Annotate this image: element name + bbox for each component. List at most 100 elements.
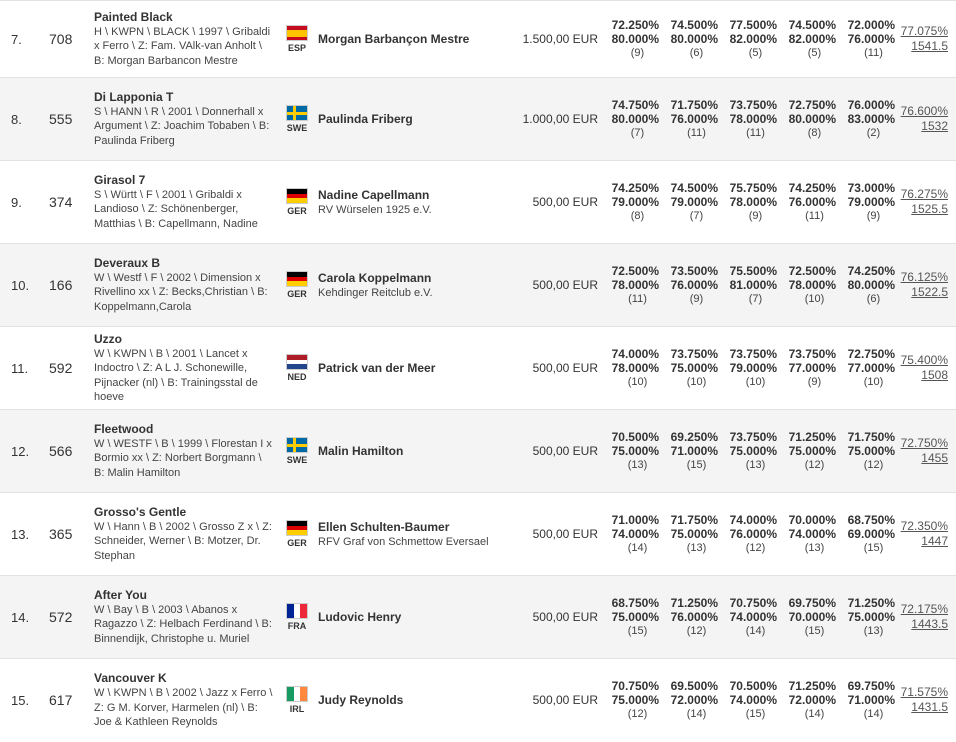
- flag-ireland: [286, 686, 308, 703]
- judge-score: 69.250% 71.000% (15): [659, 410, 718, 493]
- judge-placing: (6): [866, 293, 881, 305]
- score-percent: 70.500%: [611, 430, 659, 444]
- total-cell[interactable]: 76.275% 1525.5: [895, 161, 956, 244]
- total-cell[interactable]: 76.125% 1522.5: [895, 244, 956, 327]
- total-cell[interactable]: 72.175% 1443.5: [895, 576, 956, 659]
- total-cell[interactable]: 71.575% 1431.5: [895, 659, 956, 742]
- score-percent: 71.000%: [611, 513, 659, 527]
- horse-cell: Grosso's Gentle W \ Hann \ B \ 2002 \ Gro…: [91, 493, 278, 576]
- judge-placing: (9): [630, 47, 645, 59]
- horse-name: Grosso's Gentle: [94, 504, 187, 519]
- judge-placing: (13): [745, 459, 766, 471]
- score-percent-2: 71.000%: [847, 693, 895, 708]
- judge-placing: (14): [627, 542, 648, 554]
- total-percent-link[interactable]: 71.575%: [900, 685, 948, 700]
- table-row: 14. 572 After You W \ Bay \ B \ 2003 \ Aban…: [0, 575, 956, 659]
- judge-score: 74.750% 80.000% (7): [600, 78, 659, 161]
- horse-details: W \ WESTF \ B \ 1999 \ Florestan I x Bor…: [94, 437, 272, 479]
- total-points-link[interactable]: 1443.5: [911, 617, 948, 631]
- nation-cell: FRA: [278, 576, 316, 659]
- judge-score: 73.750% 75.000% (10): [659, 327, 718, 410]
- start-number: 566: [49, 443, 73, 459]
- rank: 11.: [11, 360, 29, 376]
- judge-placing: (9): [748, 210, 763, 222]
- score-percent: 74.250%: [611, 181, 659, 195]
- judge-score: 69.500% 72.000% (14): [659, 659, 718, 742]
- judge-placing: (11): [746, 127, 765, 139]
- judge-placing: (10): [804, 293, 825, 305]
- score-percent: 71.250%: [788, 679, 836, 694]
- nation-cell: IRL: [278, 659, 316, 742]
- total-percent-link[interactable]: 75.400%: [900, 353, 948, 367]
- total-percent-link[interactable]: 76.275%: [900, 187, 948, 201]
- rank: 7.: [11, 31, 22, 47]
- score-percent-2: 82.000%: [729, 32, 777, 46]
- flag-spain: [286, 25, 308, 41]
- score-percent-2: 76.000%: [788, 195, 836, 209]
- horse-name: Di Lapponia T: [94, 89, 174, 104]
- total-points-link[interactable]: 1447: [921, 534, 948, 548]
- total-percent-link[interactable]: 72.175%: [900, 602, 948, 616]
- rider-cell: Judy Reynolds: [316, 659, 506, 742]
- judge-placing: (15): [863, 542, 884, 554]
- total-points-link[interactable]: 1522.5: [911, 285, 948, 299]
- country-code: NED: [287, 372, 307, 382]
- rider-name: Judy Reynolds: [318, 693, 404, 708]
- total-points-link[interactable]: 1541.5: [911, 39, 948, 53]
- score-percent: 73.500%: [670, 264, 718, 278]
- score-percent-2: 80.000%: [611, 112, 659, 126]
- country-code: IRL: [289, 704, 305, 715]
- score-percent: 74.500%: [788, 18, 836, 32]
- judge-score: 72.500% 78.000% (11): [600, 244, 659, 327]
- horse-name: Deveraux B: [94, 255, 161, 270]
- total-cell[interactable]: 75.400% 1508: [895, 327, 956, 410]
- judge-placing: (11): [864, 47, 883, 59]
- total-percent-link[interactable]: 76.125%: [900, 270, 948, 284]
- judge-score: 73.750% 77.000% (9): [777, 327, 836, 410]
- total-percent-link[interactable]: 72.350%: [900, 519, 948, 533]
- total-percent-link[interactable]: 76.600%: [900, 104, 948, 118]
- judge-placing: (11): [628, 293, 647, 305]
- table-row: 11. 592 Uzzo W \ KWPN \ B \ 2001 \ Lancet x…: [0, 326, 956, 410]
- total-points-link[interactable]: 1431.5: [911, 700, 948, 715]
- prize-money: 500,00 EUR: [532, 693, 598, 708]
- score-percent-2: 75.000%: [670, 361, 718, 375]
- score-percent: 73.750%: [670, 347, 718, 361]
- nation-cell: SWE: [278, 410, 316, 493]
- judge-placing: (14): [804, 708, 825, 721]
- rank: 12.: [11, 443, 30, 459]
- total-cell[interactable]: 77.075% 1541.5: [895, 1, 956, 78]
- judge-score: 68.750% 69.000% (15): [836, 493, 895, 576]
- nation-cell: GER: [278, 161, 316, 244]
- judge-score: 73.750% 79.000% (10): [718, 327, 777, 410]
- total-cell[interactable]: 72.350% 1447: [895, 493, 956, 576]
- total-cell[interactable]: 76.600% 1532: [895, 78, 956, 161]
- total-cell[interactable]: 72.750% 1455: [895, 410, 956, 493]
- score-percent: 71.250%: [847, 596, 895, 610]
- flag-germany: [286, 188, 308, 204]
- horse-details: W \ KWPN \ B \ 2001 \ Lancet x Indoctro …: [94, 347, 258, 404]
- score-percent: 73.750%: [729, 98, 777, 112]
- score-percent: 71.750%: [670, 513, 718, 527]
- total-points-link[interactable]: 1532: [921, 119, 948, 133]
- score-percent-2: 77.000%: [847, 361, 895, 375]
- total-points-link[interactable]: 1525.5: [911, 202, 948, 216]
- score-percent-2: 72.000%: [788, 693, 836, 708]
- score-percent: 68.750%: [611, 596, 659, 610]
- rider-name: Morgan Barbançon Mestre: [318, 32, 470, 46]
- judge-placing: (5): [807, 47, 822, 59]
- total-percent-link[interactable]: 77.075%: [900, 24, 948, 38]
- total-percent-link[interactable]: 72.750%: [900, 436, 948, 450]
- flag-germany: [286, 520, 308, 536]
- horse-cell: Uzzo W \ KWPN \ B \ 2001 \ Lancet x Indoc…: [91, 327, 278, 410]
- score-percent-2: 76.000%: [670, 610, 718, 624]
- score-percent-2: 76.000%: [847, 32, 895, 46]
- score-percent: 70.000%: [788, 513, 836, 527]
- total-points-link[interactable]: 1455: [921, 451, 948, 465]
- score-percent-2: 75.000%: [729, 444, 777, 458]
- score-percent-2: 82.000%: [788, 32, 836, 46]
- total-points-link[interactable]: 1508: [921, 368, 948, 382]
- judge-score: 74.500% 82.000% (5): [777, 1, 836, 78]
